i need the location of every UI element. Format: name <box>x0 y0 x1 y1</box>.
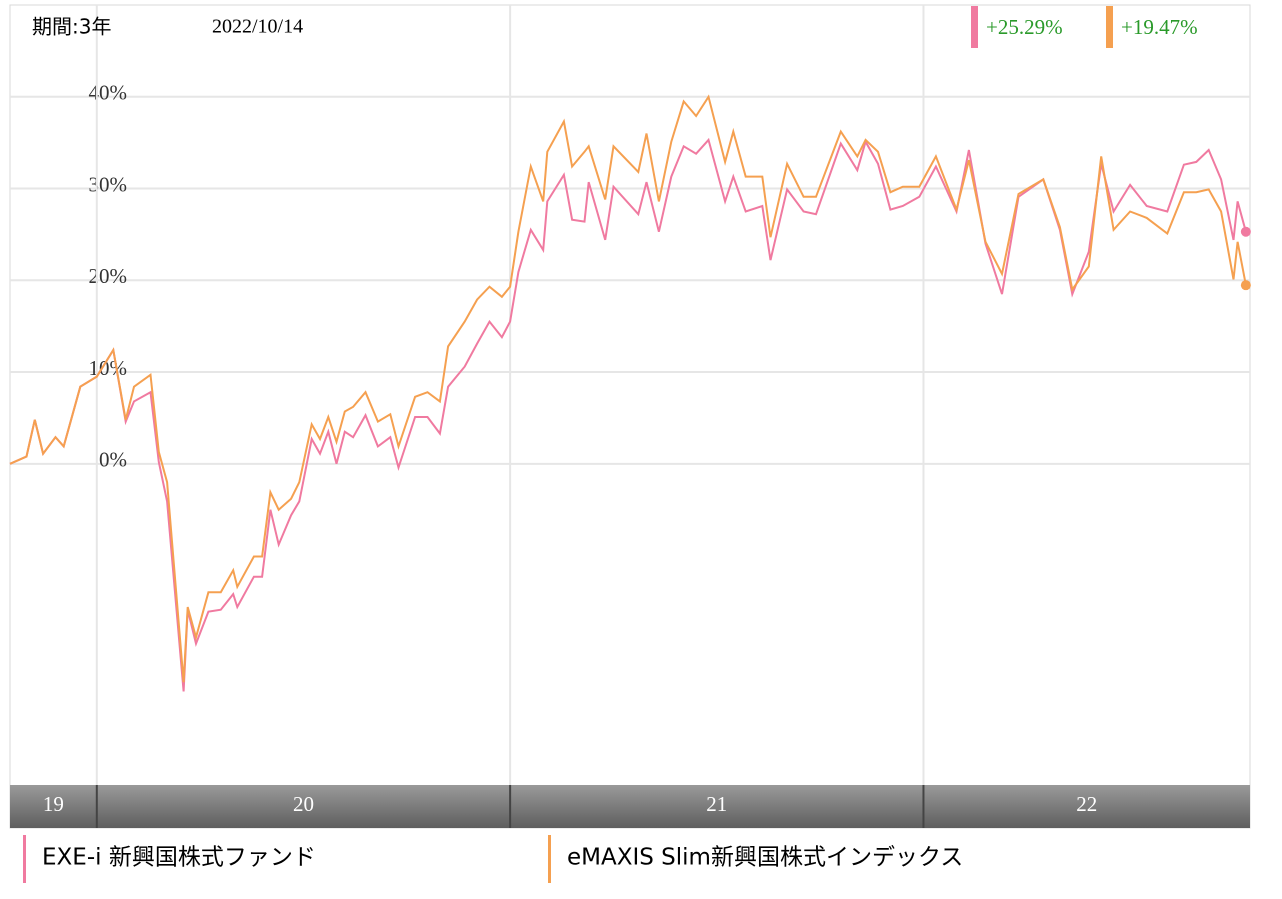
year-band <box>510 785 924 828</box>
year-band <box>923 785 1250 828</box>
year-label: 21 <box>706 792 727 816</box>
legend-swatch <box>548 835 551 883</box>
y-tick-label: 20% <box>89 264 128 288</box>
period-label: 期間:3年 <box>32 15 111 39</box>
end-point <box>1240 280 1251 291</box>
date-label: 2022/10/14 <box>212 16 303 38</box>
plot-frame <box>9 4 1251 829</box>
year-band <box>10 785 97 828</box>
grid: 0%10%20%30%40% <box>10 5 1250 785</box>
year-band <box>96 785 511 828</box>
series-line <box>9 94 1247 683</box>
return-swatch <box>971 6 978 48</box>
y-tick-label: 40% <box>89 81 128 105</box>
series-line <box>9 137 1247 692</box>
return-swatch <box>1106 6 1113 48</box>
year-label: 19 <box>43 792 64 816</box>
return-label: +19.47% <box>1121 15 1198 39</box>
y-tick-label: 0% <box>99 448 127 472</box>
legend-label: EXE-i 新興国株式ファンド <box>42 845 316 871</box>
legend-swatch <box>23 835 26 883</box>
lines <box>9 94 1251 692</box>
end-point <box>1240 226 1251 237</box>
y-tick-label: 30% <box>89 172 128 196</box>
year-label: 22 <box>1076 792 1097 816</box>
year-label: 20 <box>293 792 314 816</box>
return-label: +25.29% <box>986 15 1063 39</box>
year-bands: 19 20 21 22 <box>10 785 1250 828</box>
legend-label: eMAXIS Slim新興国株式インデックス <box>567 845 963 871</box>
